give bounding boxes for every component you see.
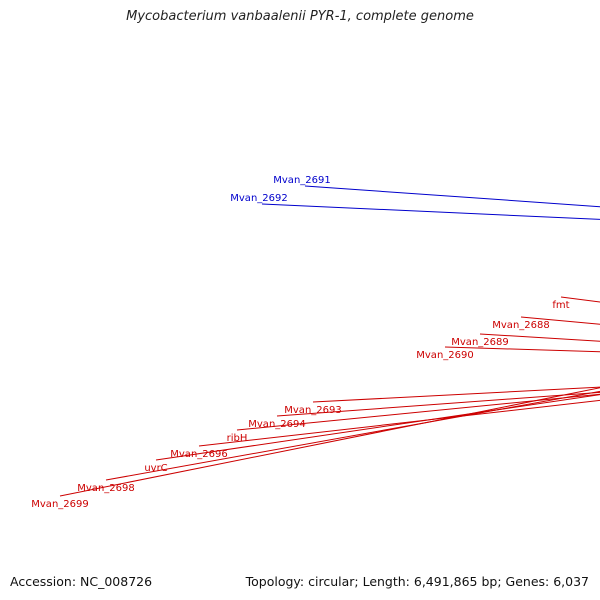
gene-label-mvan-2688: Mvan_2688 bbox=[492, 320, 549, 331]
gene-label-mvan-2691: Mvan_2691 bbox=[273, 175, 330, 186]
gene-label-mvan-2688-leader bbox=[520, 316, 600, 325]
gene-label-fmt-leader bbox=[560, 296, 600, 303]
gene-label-mvan-2691-leader bbox=[304, 185, 600, 208]
gene-label-uvrc-leader bbox=[155, 394, 600, 461]
gene-label-mvan-2699: Mvan_2699 bbox=[31, 499, 88, 510]
accession-text: Accession: NC_008726 bbox=[10, 574, 153, 589]
gene-label-mvan-2698-leader bbox=[105, 390, 600, 481]
gene-label-mvan-2694: Mvan_2694 bbox=[248, 419, 305, 430]
gene-label-mvan-2690: Mvan_2690 bbox=[416, 350, 473, 361]
gene-label-uvrc: uvrC bbox=[144, 463, 167, 474]
map-title: Mycobacterium vanbaalenii PYR-1, complet… bbox=[126, 9, 474, 24]
gene-label-mvan-2693-leader bbox=[312, 386, 600, 403]
gene-label-mvan-2692-leader bbox=[261, 203, 600, 220]
gene-label-mvan-2699-leader bbox=[59, 387, 600, 497]
gene-label-fmt: fmt bbox=[552, 300, 569, 311]
gene-label-mvan-2698: Mvan_2698 bbox=[77, 483, 134, 494]
gene-label-ribh-leader bbox=[236, 393, 600, 431]
gene-label-ribh: ribH bbox=[227, 433, 248, 444]
gene-label-mvan-2692: Mvan_2692 bbox=[230, 193, 287, 204]
gene-label-mvan-2696-leader bbox=[198, 399, 600, 447]
gene-label-mvan-2696: Mvan_2696 bbox=[170, 449, 227, 460]
gene-label-mvan-2694-leader bbox=[276, 391, 600, 417]
gene-label-mvan-2689: Mvan_2689 bbox=[451, 337, 508, 348]
gene-label-mvan-2693: Mvan_2693 bbox=[284, 405, 341, 416]
topology-text: Topology: circular; Length: 6,491,865 bp… bbox=[245, 574, 589, 589]
